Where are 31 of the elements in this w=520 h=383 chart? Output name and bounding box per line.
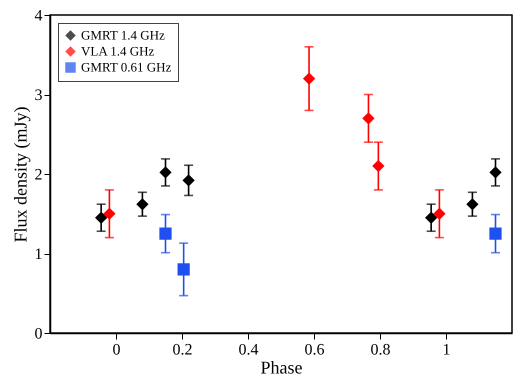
x-tick-label: 1 bbox=[442, 342, 450, 358]
point bbox=[372, 160, 384, 172]
point bbox=[425, 212, 438, 224]
y-tick-label: 1 bbox=[34, 246, 42, 263]
x-tick-label: 0.4 bbox=[238, 342, 258, 358]
point bbox=[159, 166, 172, 179]
point bbox=[95, 212, 108, 224]
point bbox=[489, 228, 502, 240]
point bbox=[466, 198, 479, 210]
y-tick-label: 3 bbox=[34, 87, 42, 104]
point bbox=[178, 263, 190, 276]
x-tick-label: 0.6 bbox=[304, 342, 324, 358]
x-tick-label: 0 bbox=[112, 342, 120, 358]
x-tick-label: 0.2 bbox=[172, 342, 192, 358]
point bbox=[302, 72, 316, 85]
point bbox=[182, 174, 195, 186]
y-tick-label: 4 bbox=[34, 8, 42, 24]
legend-label: VLA 1.4 GHz bbox=[81, 44, 155, 58]
x-tick-label: 0.8 bbox=[370, 342, 390, 358]
point bbox=[103, 208, 116, 220]
point bbox=[433, 208, 446, 220]
legend-label: GMRT 1.4 GHz bbox=[81, 28, 166, 42]
point bbox=[136, 198, 149, 210]
y-axis-title: Flux density (mJy) bbox=[10, 106, 30, 243]
point bbox=[489, 166, 502, 179]
y-tick-label: 2 bbox=[34, 166, 42, 184]
point bbox=[362, 112, 375, 124]
x-axis-title: Phase bbox=[260, 358, 303, 378]
point bbox=[159, 228, 172, 240]
y-tick-label: 0 bbox=[34, 326, 42, 342]
legend-label: GMRT 0.61 GHz bbox=[81, 60, 172, 74]
